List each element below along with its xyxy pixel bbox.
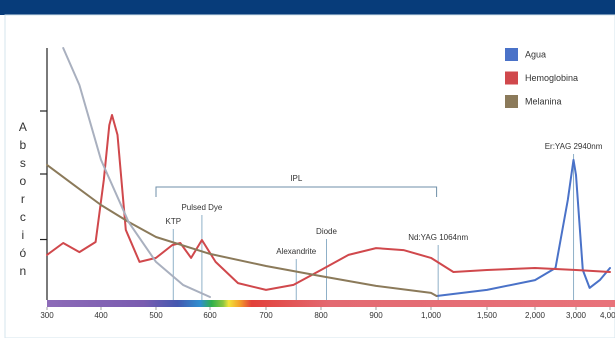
annotation-label: Diode (316, 227, 337, 236)
series-line (46, 163, 438, 297)
x-tick-label: 2,000 (525, 311, 546, 320)
legend-label: Agua (525, 49, 546, 59)
legend-label: Hemoglobina (525, 73, 578, 83)
x-tick-label: 600 (203, 311, 217, 320)
spectrum-bar (47, 300, 615, 307)
legend-swatch (505, 95, 518, 108)
annotation-label: Alexandrite (276, 247, 317, 256)
x-tick-label: 400 (94, 311, 108, 320)
y-axis-label: Absorción (16, 120, 30, 282)
series-line (46, 114, 611, 291)
annotation-label: KTP (165, 217, 181, 226)
ipl-label: IPL (290, 174, 303, 183)
series-line (435, 158, 611, 297)
x-tick-label: 1,500 (477, 311, 498, 320)
x-tick-label: 300 (40, 311, 54, 320)
legend-swatch (505, 71, 518, 85)
series-line (62, 47, 211, 298)
x-tick-label: 4,000 (600, 311, 615, 320)
annotation-label: Nd:YAG 1064nm (408, 233, 468, 242)
x-tick-label: 700 (259, 311, 273, 320)
plot-area: 300 400 500 600 700 800 900 1,000 1,500 2,000 3,00… (40, 47, 615, 320)
frame (4, 14, 615, 338)
annotation-label: Pulsed Dye (181, 203, 222, 212)
x-tick-label: 900 (369, 311, 383, 320)
header-bar (0, 0, 615, 15)
x-tick-label: 800 (314, 311, 328, 320)
x-tick-label: 500 (149, 311, 163, 320)
x-tick-label: 1,000 (421, 311, 442, 320)
legend-label: Melanina (525, 96, 562, 106)
x-tick-label: 3,000 (566, 311, 587, 320)
ipl-bracket (155, 186, 438, 197)
legend-swatch (505, 48, 518, 61)
annotation-label: Er:YAG 2940nm (545, 142, 603, 151)
